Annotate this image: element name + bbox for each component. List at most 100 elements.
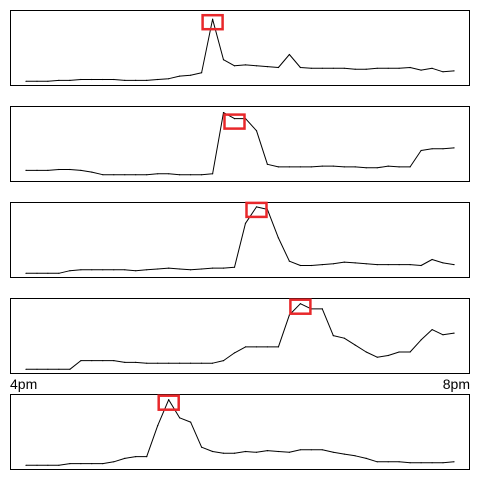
data-point [299, 449, 301, 451]
data-point [255, 206, 258, 208]
data-point [146, 79, 148, 81]
data-point [222, 112, 225, 114]
data-point [365, 263, 367, 265]
data-point [168, 267, 170, 269]
data-point [453, 147, 455, 149]
peak-highlight-box [245, 201, 268, 219]
data-point [354, 455, 356, 457]
data-point [453, 264, 455, 266]
data-point [157, 268, 159, 270]
data-point [255, 65, 258, 67]
data-point [124, 174, 126, 176]
data-point [354, 262, 356, 264]
data-point [387, 354, 389, 357]
series-line [26, 206, 455, 274]
data-point [58, 168, 60, 171]
data-point [376, 167, 378, 169]
data-point [233, 352, 236, 354]
data-point [277, 450, 279, 453]
data-point [201, 268, 203, 270]
data-point [124, 79, 126, 81]
data-point [354, 166, 356, 168]
data-point [190, 74, 192, 76]
data-point [113, 360, 115, 362]
data-point [47, 464, 49, 466]
data-point [47, 272, 49, 274]
data-point [409, 462, 411, 464]
data-point [157, 78, 159, 81]
data-point [244, 64, 247, 66]
data-point [58, 272, 60, 274]
data-point [288, 53, 290, 56]
data-point [343, 67, 345, 69]
data-point [453, 461, 455, 463]
data-point [420, 69, 422, 71]
data-point [442, 262, 444, 264]
data-point [212, 362, 214, 364]
data-point [376, 67, 378, 69]
data-point [157, 173, 159, 175]
data-point [58, 368, 60, 370]
data-point [233, 65, 236, 67]
data-point [113, 461, 115, 463]
data-point [222, 267, 225, 269]
data-point [299, 66, 301, 69]
data-point [343, 166, 345, 168]
data-point [58, 79, 60, 81]
data-point [47, 80, 49, 82]
data-point [365, 351, 367, 353]
data-point [25, 368, 27, 370]
data-point [179, 268, 181, 270]
data-point [420, 462, 422, 464]
data-point [244, 450, 247, 453]
data-point [420, 149, 422, 152]
data-point [113, 78, 115, 81]
data-point [222, 360, 225, 362]
data-point [157, 362, 159, 364]
data-point [146, 269, 148, 271]
data-point [321, 449, 323, 451]
data-point [398, 166, 400, 168]
data-point [36, 80, 38, 82]
data-point [47, 368, 49, 370]
data-point [69, 463, 71, 465]
data-point [431, 67, 433, 69]
series-line [26, 18, 455, 82]
data-point [255, 451, 258, 453]
data-point [387, 264, 389, 266]
data-point [47, 169, 49, 171]
data-point [135, 79, 137, 81]
data-point [222, 452, 225, 454]
data-point [365, 457, 367, 459]
panel-frame [10, 202, 470, 278]
data-point [387, 67, 389, 69]
data-point [80, 78, 82, 81]
data-point [179, 75, 181, 77]
data-point [266, 66, 268, 68]
data-point [80, 463, 82, 465]
data-point [332, 335, 334, 337]
data-point [69, 79, 71, 81]
data-point [91, 78, 93, 81]
data-point [387, 461, 389, 463]
data-point [102, 174, 104, 176]
data-point [212, 450, 214, 453]
panels-group [10, 10, 470, 470]
data-point [299, 303, 301, 305]
data-point [343, 453, 345, 455]
data-point [146, 456, 148, 458]
data-point [91, 171, 93, 173]
data-point [398, 264, 400, 266]
peak-highlight-box [201, 13, 224, 31]
data-point [398, 351, 400, 353]
data-point [69, 270, 71, 272]
series-line [26, 112, 455, 176]
data-point [244, 346, 247, 348]
data-point [365, 68, 367, 70]
data-point [102, 269, 104, 271]
peak-highlight-box [223, 113, 246, 130]
data-point [354, 344, 356, 346]
data-point [266, 163, 268, 165]
data-point [233, 266, 236, 268]
series-line [26, 303, 455, 370]
